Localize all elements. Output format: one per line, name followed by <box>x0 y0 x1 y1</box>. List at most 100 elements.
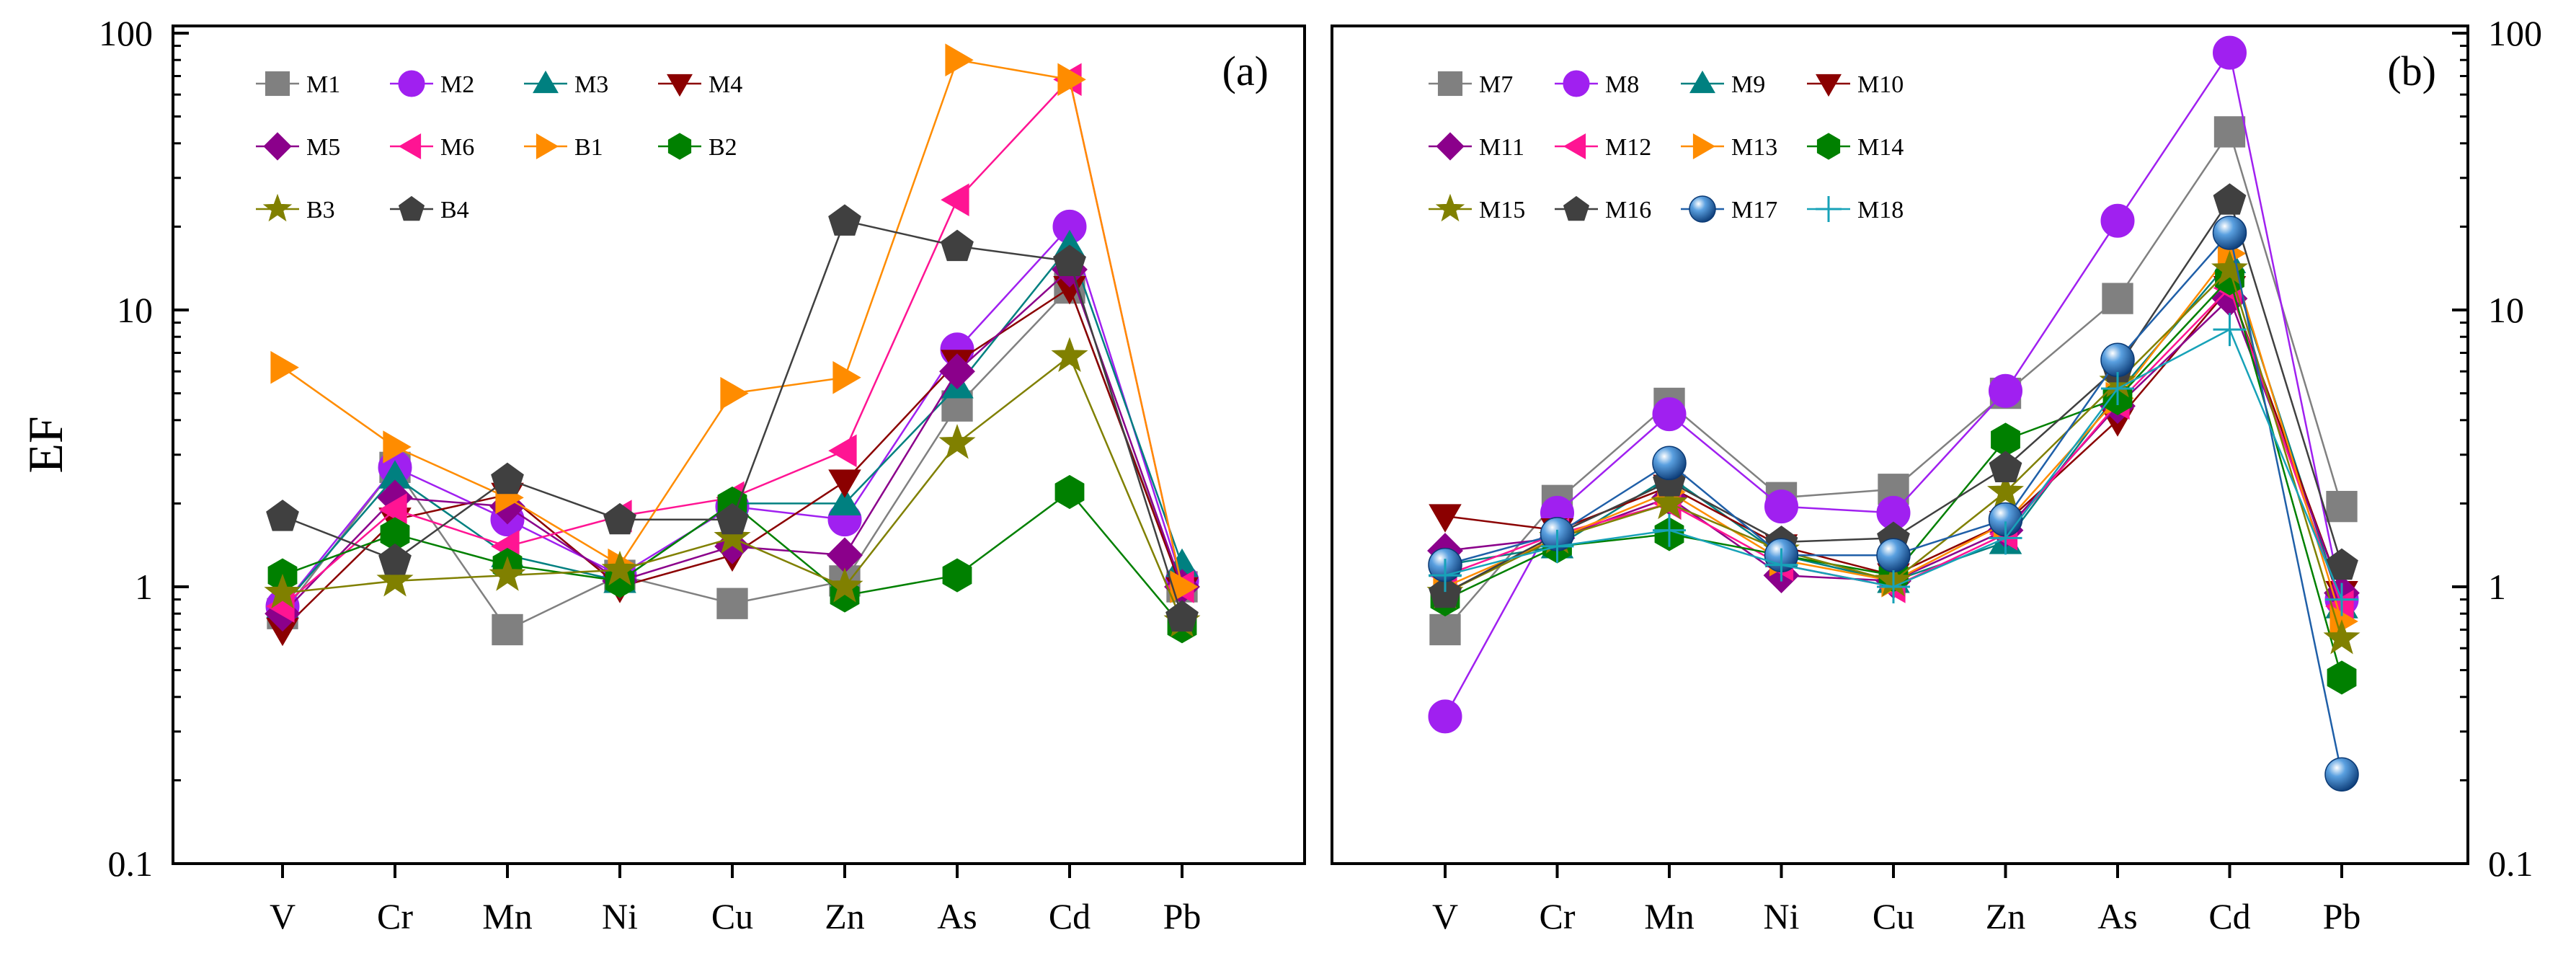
legend-marker-m6 <box>398 133 422 159</box>
data-point-m16-zn <box>1989 451 2022 482</box>
data-point-b3-ni <box>601 550 639 586</box>
legend-item-m12: M12 <box>1555 133 1651 161</box>
y-tick-label: 100 <box>2488 13 2542 53</box>
legend-item-b3: B3 <box>256 193 335 223</box>
legend-marker-m2 <box>398 70 425 97</box>
legend-marker-m18 <box>1816 196 1842 222</box>
data-point-b1-v <box>270 350 299 384</box>
x-tick-label-v: V <box>270 896 296 936</box>
data-point-b1-cd <box>1057 63 1086 97</box>
x-tick-label-cu: Cu <box>711 896 753 936</box>
legend-marker-m16 <box>1563 195 1590 221</box>
data-point-b4-pb <box>1165 600 1199 632</box>
data-point-b4-ni <box>603 502 636 535</box>
data-point-b4-zn <box>828 204 861 236</box>
data-point-m1-cu <box>716 588 748 619</box>
series-layer <box>1426 35 2360 792</box>
legend-label-m12: M12 <box>1605 134 1651 161</box>
legend-item-m5: M5 <box>256 132 340 161</box>
x-tick-label-cr: Cr <box>377 896 413 936</box>
data-point-m18-zn <box>1989 521 2022 555</box>
legend-label-b3: B3 <box>306 197 335 223</box>
data-point-b4-as <box>941 229 974 262</box>
legend-label-b4: B4 <box>440 197 469 223</box>
legend-marker-m17 <box>1689 195 1716 223</box>
data-point-m18-as <box>2101 372 2134 406</box>
legend-marker-m15 <box>1435 193 1465 222</box>
legend-label-m4: M4 <box>709 71 742 98</box>
data-point-m17-mn <box>1652 446 1687 481</box>
plot-frame <box>1331 25 2469 865</box>
data-point-m7-v <box>1429 613 1461 646</box>
data-point-m17-as <box>2100 342 2135 378</box>
data-point-b1-zn <box>832 360 861 394</box>
legend-item-b4: B4 <box>390 195 469 223</box>
y-tick-label: 10 <box>2488 290 2524 330</box>
legend-marker-m11 <box>1436 132 1465 161</box>
data-point-b1-pb <box>1170 570 1199 603</box>
data-point-b1-cr <box>383 430 412 464</box>
data-point-b4-mn <box>491 462 524 495</box>
legend-label-m11: M11 <box>1479 134 1524 161</box>
x-tick-label-ni: Ni <box>1764 896 1800 936</box>
legend-item-m14: M14 <box>1807 133 1904 161</box>
data-point-m15-cd <box>2211 250 2249 285</box>
data-point-m17-cd <box>2212 216 2247 250</box>
legend-label-m5: M5 <box>306 134 340 161</box>
x-tick-label-mn: Mn <box>1644 896 1694 936</box>
legend-label-m6: M6 <box>440 134 474 161</box>
data-point-m18-mn <box>1653 513 1686 547</box>
legend-label-m9: M9 <box>1731 71 1765 98</box>
series-b4 <box>266 204 1199 632</box>
legend-item-b2: B2 <box>658 133 737 161</box>
legend-label-m18: M18 <box>1857 197 1904 223</box>
legend-marker-m9 <box>1689 70 1715 94</box>
data-point-m18-cu <box>1877 570 1910 603</box>
data-point-m17-cu <box>1876 538 1911 572</box>
legend-marker-m3 <box>533 70 559 94</box>
data-point-m7-as <box>2102 283 2133 314</box>
x-tick-label-pb: Pb <box>1163 896 1202 936</box>
data-point-b2-cd <box>1054 474 1085 510</box>
legend-item-m11: M11 <box>1429 132 1524 161</box>
plot-frame <box>172 25 1306 865</box>
data-point-m6-cr <box>378 493 407 526</box>
data-point-b2-as <box>942 558 972 593</box>
data-point-m6-as <box>941 183 969 216</box>
legend-label-m17: M17 <box>1731 197 1777 223</box>
data-point-b4-cd <box>1053 244 1086 276</box>
data-point-b4-v <box>266 500 299 531</box>
legend-label-m2: M2 <box>440 71 474 98</box>
legend-item-m1: M1 <box>256 71 340 98</box>
legend-item-m10: M10 <box>1807 71 1904 98</box>
data-point-b3-cr <box>376 562 414 597</box>
x-tick-label-cd: Cd <box>2208 896 2250 936</box>
legend-marker-m1 <box>265 71 290 97</box>
legend-label-m10: M10 <box>1857 71 1904 98</box>
legend-item-m7: M7 <box>1429 71 1513 98</box>
legend-marker-m12 <box>1563 133 1586 159</box>
data-point-m4-zn <box>828 469 861 498</box>
legend-item-m8: M8 <box>1555 70 1639 98</box>
x-tick-label-as: As <box>937 896 977 936</box>
series-line-m1 <box>282 286 1183 631</box>
data-point-m8-ni <box>1764 489 1798 524</box>
x-tick-label-cr: Cr <box>1540 896 1576 936</box>
panel-b: (b) 0.1 1 10 100 V Cr Mn Ni Cu Zn As Cd Pb M7 M8 M9 M10… <box>1331 13 2542 936</box>
ticks: 0.1 1 10 100 V Cr Mn Ni Cu Zn As Cd Pb <box>1432 13 2542 936</box>
legend-label-m8: M8 <box>1605 71 1639 98</box>
data-point-m18-cd <box>2213 313 2247 347</box>
legend-item-m17: M17 <box>1681 195 1777 223</box>
legend-item-m13: M13 <box>1681 133 1777 161</box>
data-point-m15-pb <box>2323 619 2360 655</box>
legend-item-m6: M6 <box>390 133 474 161</box>
data-point-m8-zn <box>1989 373 2022 408</box>
legend-label-m7: M7 <box>1479 71 1513 98</box>
legend-marker-m8 <box>1563 70 1590 97</box>
data-point-m16-cd <box>2213 183 2247 215</box>
x-tick-label-zn: Zn <box>1986 896 2026 936</box>
data-point-m17-pb <box>2324 757 2359 792</box>
legend-item-m2: M2 <box>390 70 474 98</box>
y-tick-label: 1 <box>135 567 153 607</box>
